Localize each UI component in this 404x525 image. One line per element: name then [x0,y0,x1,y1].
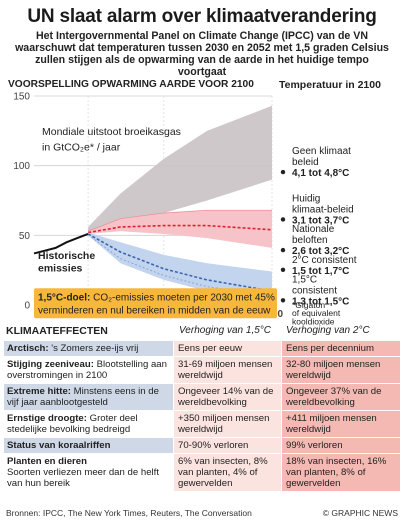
legend-value: 1,3 tot 1,5°C [292,296,349,307]
effect-value-1-5c: Ongeveer 14% van de wereldbevolking [173,384,281,410]
page-title: UN slaat alarm over klimaatverandering [27,6,377,27]
forecast-heading: VOORSPELLING OPWARMING AARDE VOOR 2100 [8,79,254,90]
effect-description: Blootstelling aan overstromingen in 2100 [7,359,167,381]
y-tick-label: 50 [19,231,31,242]
history-label-2: emissies [38,263,83,275]
y-tick-label: 150 [13,92,30,103]
callout-text-2: verminderen en nul bereiken in midden va… [38,305,271,316]
effect-description: Soorten verliezen meer dan de helft van … [7,467,159,489]
footnote-text-2: of equivalent [292,308,341,318]
y-axis-label-unit: in GtCO₂e* / jaar [42,141,121,153]
effect-title: Status van koraalriffen [7,440,111,451]
consistent-2c-line [87,233,273,292]
effect-value-1-5c: 70-90% verloren [173,438,281,453]
table-row: Status van koraalriffen 70-90% verloren 99… [4,437,400,453]
current-policy-line [87,224,273,234]
col-2-heading: Verhoging van 2°C [286,325,370,336]
effect-label: Ernstige droogte: Groter deel stedelijke… [4,411,173,437]
legend-dot [280,247,286,253]
effect-title: Stijging zeeniveau: [7,359,94,370]
table-row: Stijging zeeniveau: Blootstelling aan ov… [4,356,400,383]
legend-value: 4,1 tot 4,8°C [292,168,349,179]
effect-title: Arctisch: [7,343,49,354]
effect-description: Minstens eens in de vijf jaar aanblootge… [7,386,159,408]
effect-value-2c: +411 miljoen mensen wereldwijd [281,411,400,437]
effect-label: Planten en dieren Soorten verliezen meer … [4,454,173,491]
effect-title: Extreme hitte: [7,386,71,397]
legend-label: 2°C consistent [292,255,357,266]
y-axis-label: Mondiale uitstoot broeikasgas [42,126,181,138]
effect-value-1-5c: +350 miljoen mensen wereldwijd [173,411,281,437]
legend-value: 2,6 tot 3,2°C [292,246,349,257]
effect-value-2c: 99% verloren [281,438,400,453]
effect-value-2c: Ongeveer 37% van de wereldbevolking [281,384,400,410]
callout-box [34,288,277,319]
effect-label: Arctisch: 's Zomers zee-ijs vrij [4,341,173,356]
current-policy-band [88,210,272,248]
effect-value-2c: 32-80 miljoen mensen wereldwijd [281,357,400,383]
emissions-chart: 050100150201520502100Mondiale uitstoot b… [13,92,357,326]
legend-label: Nationale [292,224,335,235]
table-row: Planten en dieren Soorten verliezen meer … [4,453,400,491]
legend-dot [280,298,286,303]
legend-label-2: consistent [292,285,337,296]
effects-heading: KLIMAATEFFECTEN [6,325,108,337]
legend-label: Huidig [292,193,320,204]
table-row: Arctisch: 's Zomers zee-ijs vrij Eens per… [4,340,400,356]
legend-dot [280,169,286,175]
climate-effects-table: KLIMAATEFFECTEN Verhoging van 1,5°C Verh… [4,322,400,491]
col-1-5-heading: Verhoging van 1,5°C [179,325,272,336]
effect-description: Groter deel stedelijke bevolking bedreig… [7,413,138,435]
footnote-text-3: kooldioxide [292,317,335,325]
legend-label: 1,5°C [292,274,317,285]
no-policy-band [88,105,272,233]
legend-label-2: klimaat-beleid [292,204,354,215]
table-row: Ernstige droogte: Groter deel stedelijke… [4,410,400,437]
effect-value-2c: 18% van insecten, 16% van planten, 8% of… [281,454,400,491]
effect-title: Planten en dieren [7,456,87,467]
legend-value: 3,1 tot 3,7°C [292,215,349,226]
effect-value-1-5c: 31-69 miljoen mensen wereldwijd [173,357,281,383]
effect-title: Ernstige droogte: [7,413,87,424]
effect-value-1-5c: 6% van insecten, 8% van planten, 4% of g… [173,454,281,491]
effects-header: KLIMAATEFFECTEN Verhoging van 1,5°C Verh… [4,322,400,340]
legend-label-2: beleid [292,157,319,168]
temperature-heading: Temperatuur in 2100 [279,79,381,91]
history-label: Historische [38,250,95,262]
effect-description: 's Zomers zee-ijs vrij [48,343,139,354]
effect-label: Stijging zeeniveau: Blootstelling aan ov… [4,357,173,383]
page-subtitle: Het Intergovernmental Panel on Climate C… [15,30,389,78]
copyright-text: © GRAPHIC NEWS [322,508,398,518]
pledges-edge-line [87,209,272,232]
legend-label-2: beloften [292,235,328,246]
history-line [33,233,89,255]
effect-value-2c: Eens per decennium [281,341,400,356]
effect-value-1-5c: Eens per eeuw [173,341,281,356]
footnote-text: *Gigaton [292,300,325,310]
table-row: Extreme hitte: Minstens eens in de vijf … [4,383,400,410]
effect-label: Status van koraalriffen [4,438,173,453]
sources-text: Bronnen: IPCC, The New York Times, Reute… [6,508,252,518]
y-tick-label: 0 [24,301,30,312]
callout-text-1: 1,5°C-doel: CO₂-emissies moeten per 2030… [38,292,275,303]
effect-label: Extreme hitte: Minstens eens in de vijf … [4,384,173,410]
legend-dot [280,217,286,222]
legend-dot [280,267,286,272]
legend-value: 1,5 tot 1,7°C [292,266,349,277]
y-tick-label: 100 [13,161,30,172]
legend-label: Geen klimaat [292,146,351,157]
effects-rows: Arctisch: 's Zomers zee-ijs vrij Eens per… [4,340,400,491]
